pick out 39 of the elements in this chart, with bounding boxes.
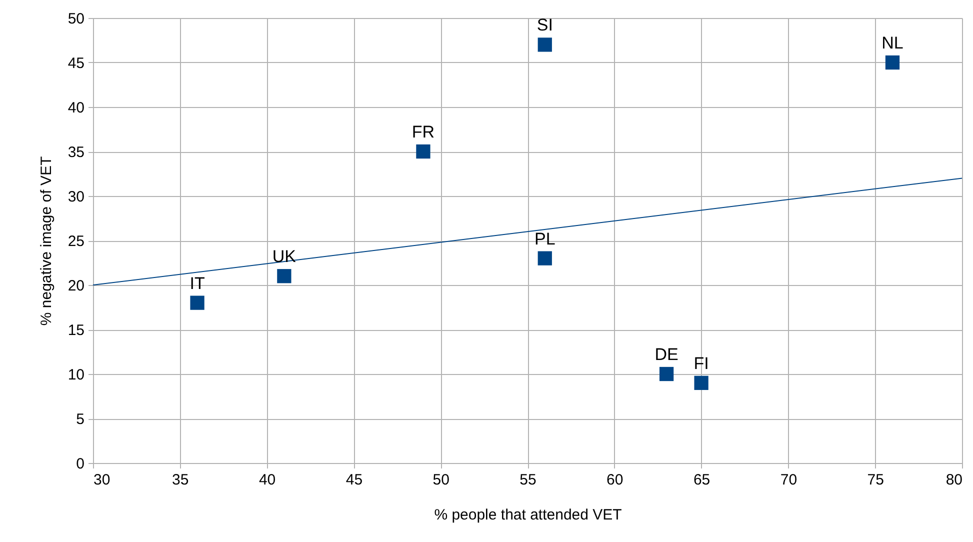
x-axis-title: % people that attended VET [434,506,622,524]
y-tick-label: 50 [68,10,84,28]
point [190,296,204,310]
y-tick-label: 40 [68,100,84,116]
point [538,38,552,52]
x-tick-label: 30 [94,472,110,488]
y-tick-label: 25 [68,233,84,250]
x-tick-label: 80 [946,472,962,488]
x-tick-label: 70 [780,472,798,488]
y-tick-label: 20 [68,278,84,294]
x-tick-label: 35 [172,472,189,488]
x-tick-label: 55 [520,472,536,488]
annotation: FI [694,354,709,373]
y-tick-label: 5 [76,411,84,428]
annotation: DE [654,345,678,364]
point [885,55,900,70]
point [694,376,708,390]
annotation: SI [536,16,553,35]
annotation: NL [882,34,904,52]
x-tick-label: 75 [867,472,884,488]
point [416,144,430,159]
x-tick-label: 65 [693,472,710,488]
y-tick-label: 45 [68,55,84,72]
annotation: FR [412,122,435,142]
point [277,269,292,284]
x-tick-label: 50 [432,472,450,488]
y-tick-label: 15 [68,322,84,339]
annotation: IT [190,274,205,293]
point [538,251,552,266]
annotation: PL [534,229,556,248]
x-tick-label: 45 [346,472,363,488]
x-tick-label: 60 [606,472,624,488]
y-tick-label: 30 [68,188,84,206]
y-tick-label: 35 [68,144,84,161]
x-tick-label: 40 [258,472,276,488]
y-tick-label: 0 [76,456,84,472]
point [659,366,674,382]
y-tick-label: 10 [68,366,84,384]
y-axis-title: % negative image of VET [38,156,55,326]
